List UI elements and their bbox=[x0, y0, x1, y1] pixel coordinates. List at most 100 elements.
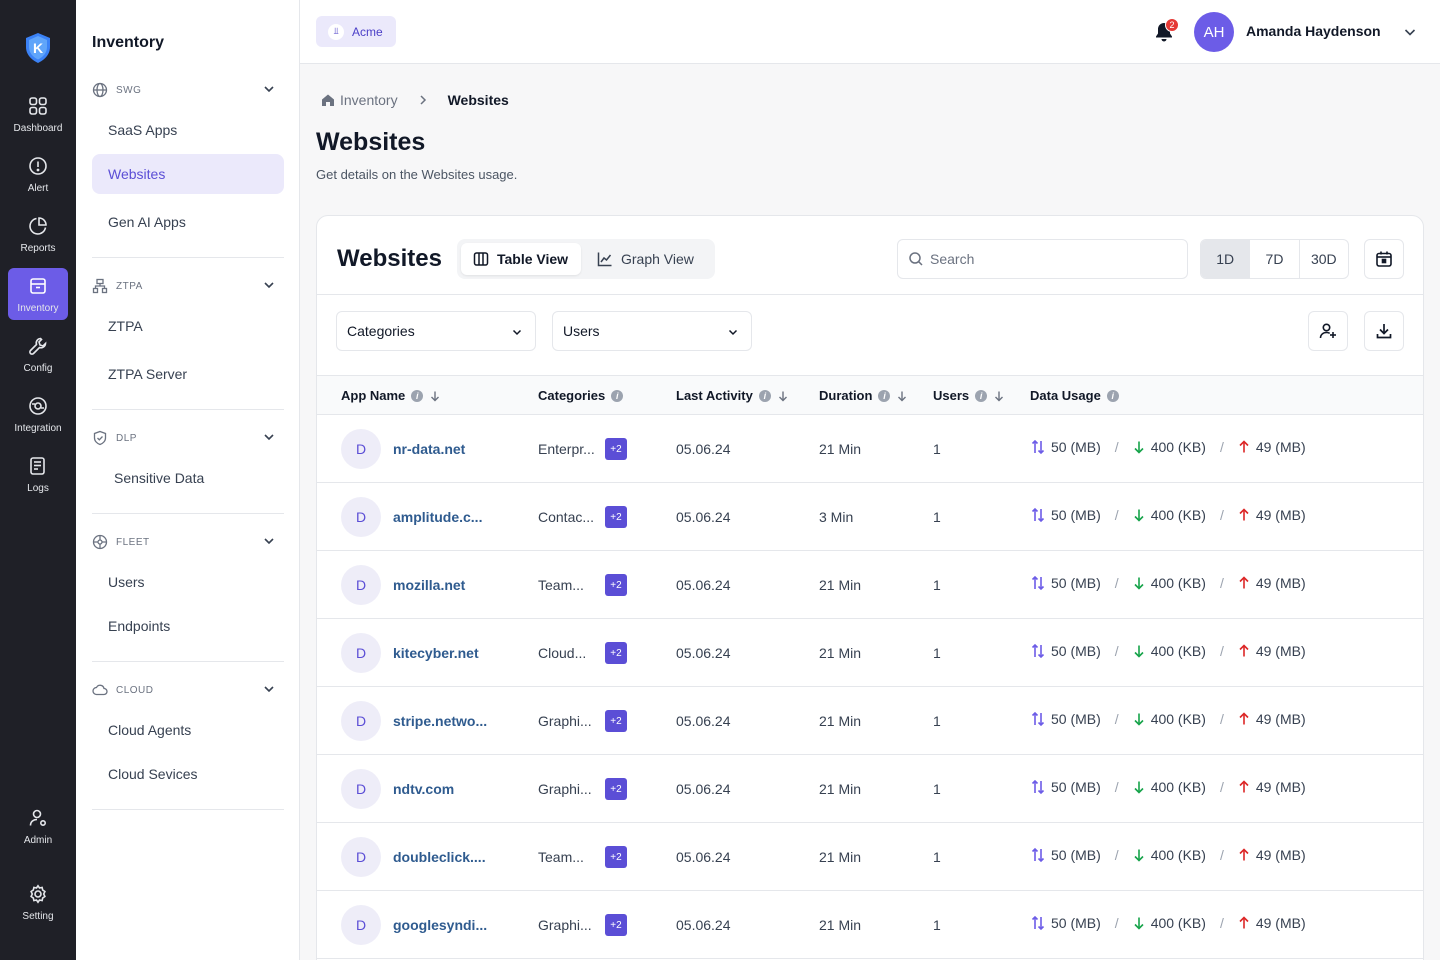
fleet-icon bbox=[92, 534, 108, 550]
chevron-down-icon[interactable] bbox=[1402, 24, 1418, 40]
app-initial-badge: D bbox=[341, 497, 381, 537]
brand-logo[interactable]: K bbox=[24, 32, 52, 64]
sidebar-item-gen-ai-apps[interactable]: Gen AI Apps bbox=[92, 202, 284, 242]
col-data-usage[interactable]: Data Usage i bbox=[1030, 388, 1119, 403]
col-app-name[interactable]: App Name i bbox=[341, 388, 441, 403]
sidebar-item-sensitive-data[interactable]: Sensitive Data bbox=[92, 458, 284, 498]
more-categories-badge[interactable]: +2 bbox=[605, 846, 627, 868]
users-select[interactable]: Users bbox=[552, 311, 752, 351]
sort-down-icon[interactable] bbox=[896, 390, 908, 402]
section-label: CLOUD bbox=[116, 684, 154, 696]
chevron-down-icon[interactable] bbox=[262, 682, 276, 696]
category-text: Team... bbox=[538, 849, 584, 865]
rail-admin[interactable]: Admin bbox=[8, 800, 68, 852]
sidebar-item-saas-apps[interactable]: SaaS Apps bbox=[92, 110, 284, 150]
app-name-link[interactable]: amplitude.c... bbox=[393, 509, 483, 525]
app-name-link[interactable]: doubleclick.... bbox=[393, 849, 486, 865]
section-swg[interactable]: SWG bbox=[92, 80, 284, 100]
breadcrumb-inventory[interactable]: Inventory bbox=[320, 92, 398, 108]
separator: / bbox=[1219, 847, 1224, 863]
table-view-button[interactable]: Table View bbox=[461, 243, 581, 275]
col-last-activity[interactable]: Last Activity i bbox=[676, 388, 789, 403]
avatar[interactable]: AH bbox=[1194, 12, 1234, 52]
info-icon[interactable]: i bbox=[878, 389, 891, 402]
graph-view-button[interactable]: Graph View bbox=[585, 243, 711, 275]
separator: / bbox=[1114, 507, 1119, 523]
period-1d[interactable]: 1D bbox=[1201, 240, 1251, 278]
separator: / bbox=[1114, 847, 1119, 863]
chevron-down-icon[interactable] bbox=[262, 430, 276, 444]
search-icon bbox=[909, 252, 923, 266]
more-categories-badge[interactable]: +2 bbox=[605, 438, 627, 460]
section-fleet[interactable]: FLEET bbox=[92, 532, 284, 552]
col-duration[interactable]: Duration i bbox=[819, 388, 908, 403]
chevron-down-icon[interactable] bbox=[262, 278, 276, 292]
info-icon[interactable]: i bbox=[975, 389, 988, 402]
rail-reports[interactable]: Reports bbox=[8, 208, 68, 260]
search-input[interactable] bbox=[930, 251, 1170, 267]
search-field[interactable] bbox=[897, 239, 1188, 279]
more-categories-badge[interactable]: +2 bbox=[605, 778, 627, 800]
col-categories[interactable]: Categories i bbox=[538, 388, 624, 403]
col-label: Categories bbox=[538, 388, 606, 403]
app-name-link[interactable]: ndtv.com bbox=[393, 781, 455, 797]
calendar-button[interactable] bbox=[1364, 239, 1404, 279]
app-name-link[interactable]: mozilla.net bbox=[393, 577, 466, 593]
download-button[interactable] bbox=[1364, 311, 1404, 351]
sidebar-item-cloud-agents[interactable]: Cloud Agents bbox=[92, 710, 284, 750]
sidebar-item-endpoints[interactable]: Endpoints bbox=[92, 606, 284, 646]
col-users[interactable]: Users i bbox=[933, 388, 1005, 403]
rail-alert[interactable]: Alert bbox=[8, 148, 68, 200]
sidebar-item-ztpa[interactable]: ZTPA bbox=[92, 306, 284, 346]
user-name[interactable]: Amanda Haydenson bbox=[1246, 23, 1381, 39]
col-label: Users bbox=[933, 388, 970, 403]
period-30d[interactable]: 30D bbox=[1310, 251, 1337, 267]
more-categories-badge[interactable]: +2 bbox=[605, 506, 627, 528]
sidebar-item-ztpa-server[interactable]: ZTPA Server bbox=[92, 354, 284, 394]
app-name-link[interactable]: kitecyber.net bbox=[393, 645, 479, 661]
info-icon[interactable]: i bbox=[758, 389, 771, 402]
sidebar-item-users[interactable]: Users bbox=[92, 562, 284, 602]
org-switcher[interactable]: ⫫ Acme bbox=[316, 16, 396, 47]
chevron-down-icon[interactable] bbox=[262, 534, 276, 548]
data-usage: 50 (MB) / 400 (KB) / 49 (MB) bbox=[1031, 507, 1306, 523]
rail-setting[interactable]: Setting bbox=[8, 876, 68, 928]
app-name-link[interactable]: googlesyndi... bbox=[393, 917, 488, 933]
more-categories-badge[interactable]: +2 bbox=[605, 914, 627, 936]
sort-down-icon[interactable] bbox=[429, 390, 441, 402]
rail-integration[interactable]: Integration bbox=[8, 388, 68, 440]
app-name-link[interactable]: stripe.netwo... bbox=[393, 713, 488, 729]
sidebar-item-cloud-services[interactable]: Cloud Sevices bbox=[92, 754, 284, 794]
more-categories-badge[interactable]: +2 bbox=[605, 574, 627, 596]
rail-config[interactable]: Config bbox=[8, 328, 68, 380]
rail-dashboard[interactable]: Dashboard bbox=[8, 88, 68, 140]
sidebar-item-websites[interactable]: Websites bbox=[92, 154, 284, 194]
section-ztpa[interactable]: ZTPA bbox=[92, 276, 284, 296]
period-selector: 1D 7D 30D bbox=[1200, 239, 1349, 279]
section-dlp[interactable]: DLP bbox=[92, 428, 284, 448]
chevron-down-icon[interactable] bbox=[262, 82, 276, 96]
info-icon[interactable]: i bbox=[1106, 389, 1119, 402]
info-icon[interactable]: i bbox=[611, 389, 624, 402]
section-cloud[interactable]: CLOUD bbox=[92, 680, 284, 700]
more-categories-badge[interactable]: +2 bbox=[605, 710, 627, 732]
rail-inventory[interactable]: Inventory bbox=[8, 268, 68, 320]
categories-select[interactable]: Categories bbox=[336, 311, 536, 351]
more-categories-badge[interactable]: +2 bbox=[605, 642, 627, 664]
add-user-button[interactable] bbox=[1308, 311, 1348, 351]
sort-down-icon[interactable] bbox=[777, 390, 789, 402]
period-7d[interactable]: 7D bbox=[1250, 240, 1300, 278]
info-icon[interactable]: i bbox=[411, 389, 424, 402]
app-initial-badge: D bbox=[341, 565, 381, 605]
sort-down-icon[interactable] bbox=[993, 390, 1005, 402]
rail-logs[interactable]: Logs bbox=[8, 448, 68, 500]
app-name-link[interactable]: nr-data.net bbox=[393, 441, 466, 457]
